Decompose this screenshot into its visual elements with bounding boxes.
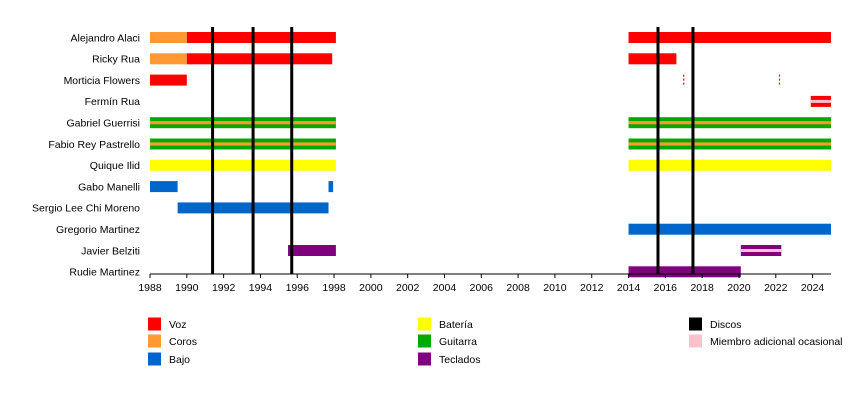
legend-item-coros: Coros (148, 334, 197, 348)
bar-ferm-n-rua-0 (810, 95, 831, 107)
bar-javier-belziti-0 (288, 245, 336, 256)
x-tick-label-2010: 2010 (543, 282, 567, 294)
bar-morticia-flowers-0 (150, 74, 187, 86)
bar-gabriel-guerrisi-0-secondary-stripe (150, 121, 336, 125)
legend-label-coros: Coros (169, 336, 197, 348)
legend-item-voz: Voz (148, 317, 187, 331)
legend-swatch-adicional (689, 334, 702, 348)
bar-alejandro-alaci-1 (186, 32, 336, 43)
member-label-gabo-manelli: Gabo Manelli (78, 181, 140, 193)
bar-ricky-rua-1 (186, 53, 333, 65)
member-label-quique-ilid: Quique Ilid (90, 160, 140, 172)
x-tick-label-2014: 2014 (617, 282, 641, 294)
member-label-sergio-lee-chi-moreno: Sergio Lee Chi Moreno (32, 203, 140, 215)
bar-gabriel-guerrisi-1 (628, 117, 831, 129)
x-tick-label-1992: 1992 (212, 282, 236, 294)
legend-label-bateria: Batería (439, 319, 473, 331)
legend-label-voz: Voz (169, 319, 187, 331)
member-label-rudie-martinez: Rudie Martinez (69, 267, 140, 279)
legend-swatch-coros (148, 334, 161, 348)
bar-ricky-rua-0 (150, 53, 187, 65)
legend-label-guitarra: Guitarra (439, 336, 477, 348)
bar-fabio-rey-pastrello-1 (628, 138, 831, 150)
x-tick-label-2016: 2016 (654, 282, 678, 294)
bar-fabio-rey-pastrello-0 (150, 138, 336, 150)
bar-ferm-n-rua-0-occasional-stripe (810, 99, 831, 103)
bar-gabo-manelli-0 (150, 181, 178, 193)
x-axis: 1988 1990 1992 1994 1996 1998 2000 2002 2004 2006… (138, 273, 831, 294)
legend-label-discos: Discos (710, 319, 742, 331)
bar-alejandro-alaci-2 (628, 32, 831, 43)
bar-javier-belziti-1-occasional-stripe (740, 249, 782, 252)
member-label-ricky-rua: Ricky Rua (92, 54, 140, 66)
x-tick-label-1994: 1994 (249, 282, 273, 294)
legend-label-bajo: Bajo (169, 354, 190, 366)
x-tick-label-2004: 2004 (433, 282, 457, 294)
bar-gabriel-guerrisi-1-secondary-stripe (628, 121, 831, 125)
legend-item-bajo: Bajo (148, 352, 190, 366)
member-label-fabio-rey-pastrello: Fabio Rey Pastrello (48, 139, 140, 151)
x-tick-label-2018: 2018 (690, 282, 714, 294)
x-tick-label-2006: 2006 (470, 282, 494, 294)
bar-javier-belziti-1 (740, 245, 782, 256)
x-tick-label-2002: 2002 (396, 282, 420, 294)
bar-fabio-rey-pastrello-0-secondary-stripe (150, 142, 336, 146)
member-label-gregorio-martinez: Gregorio Martinez (56, 224, 140, 236)
legend: Voz Coros Bajo Batería Guitarra Teclados Disco… (148, 317, 843, 366)
x-tick-label-1998: 1998 (322, 282, 346, 294)
legend-swatch-guitarra (418, 334, 431, 348)
release-lines (211, 27, 695, 274)
member-label-gabriel-guerrisi: Gabriel Guerrisi (66, 118, 140, 130)
x-tick-label-2000: 2000 (359, 282, 383, 294)
x-tick-label-1990: 1990 (175, 282, 199, 294)
bar-quique-ilid-0 (150, 159, 336, 171)
bar-fabio-rey-pastrello-1-secondary-stripe (628, 142, 831, 146)
bar-ricky-rua-2 (628, 53, 677, 65)
x-tick-label-2012: 2012 (580, 282, 604, 294)
legend-swatch-bateria (418, 317, 431, 331)
legend-item-guitarra: Guitarra (418, 334, 477, 348)
bar-quique-ilid-1 (628, 159, 831, 171)
member-label-ferm-n-rua: Fermín Rua (85, 96, 141, 108)
legend-swatch-voz (148, 317, 161, 331)
legend-item-bateria: Batería (418, 317, 473, 331)
member-label-javier-belziti: Javier Belziti (81, 245, 140, 257)
x-tick-label-2020: 2020 (727, 282, 751, 294)
legend-item-teclados: Teclados (418, 352, 480, 366)
bar-rudie-martinez-0 (628, 266, 741, 278)
legend-swatch-discos (689, 317, 702, 331)
x-tick-label-2008: 2008 (506, 282, 530, 294)
x-tick-label-1996: 1996 (286, 282, 310, 294)
legend-label-teclados: Teclados (439, 354, 480, 366)
x-tick-label-1988: 1988 (138, 282, 162, 294)
bar-gabriel-guerrisi-0 (150, 117, 336, 129)
bar-alejandro-alaci-0 (150, 32, 187, 43)
legend-swatch-bajo (148, 352, 161, 366)
member-label-morticia-flowers: Morticia Flowers (64, 75, 140, 87)
x-tick-label-2022: 2022 (764, 282, 788, 294)
legend-swatch-teclados (418, 352, 431, 366)
member-label-alejandro-alaci: Alejandro Alaci (71, 32, 140, 44)
legend-label-adicional: Miembro adicional ocasional (710, 336, 843, 348)
bar-gregorio-martinez-0 (628, 223, 831, 235)
legend-item-discos: Discos (689, 317, 742, 331)
legend-item-adicional: Miembro adicional ocasional (689, 334, 843, 348)
bar-gabo-manelli-1 (328, 181, 334, 193)
x-tick-label-2024: 2024 (801, 282, 825, 294)
member-labels: Alejandro Alaci Ricky Rua Morticia Flowers… (32, 32, 140, 278)
